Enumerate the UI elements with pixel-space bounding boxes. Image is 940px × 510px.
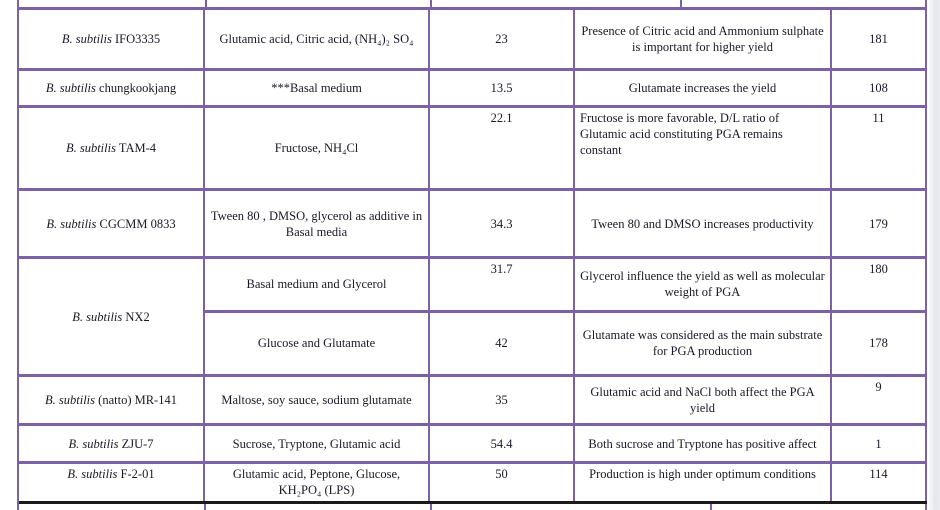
table-row-group: B. subtilis NX2 Basal medium and Glycerol… xyxy=(19,259,927,377)
yield-cell: 35 xyxy=(430,377,575,423)
yield-cell: 13.5 xyxy=(430,71,575,105)
yield-cell: 54.4 xyxy=(430,426,575,461)
table-row: B. subtilis F-2-01 Glutamic acid, Peptone… xyxy=(19,464,927,504)
partial-row-cell xyxy=(207,0,432,7)
strain-cell: B. subtilis (natto) MR-141 xyxy=(19,377,205,423)
strain-species-italic: B. subtilis xyxy=(72,309,123,324)
significance-cell: Glutamic acid and NaCl both affect the P… xyxy=(575,377,832,423)
significance-cell: Glutamate increases the yield xyxy=(575,71,832,105)
strain-table: B. subtilis IFO3335 Glutamic acid, Citric… xyxy=(17,0,927,510)
strain-species-italic: B. subtilis xyxy=(68,436,119,451)
significance-cell: Production is high under optimum conditi… xyxy=(575,464,832,501)
medium-cell: Glucose and Glutamate xyxy=(205,312,430,374)
medium-cell: Maltose, soy sauce, sodium glutamate xyxy=(205,377,430,423)
strain-cell: B. subtilis ZJU-7 xyxy=(19,426,205,461)
yield-cell: 42 xyxy=(430,312,575,374)
strain-species-italic: B. subtilis xyxy=(67,467,118,481)
reference-cell: 178 xyxy=(832,312,927,374)
page-edge-gutter xyxy=(929,0,940,510)
significance-cell: Glycerol influence the yield as well as … xyxy=(575,259,832,310)
reference-cell: 114 xyxy=(832,464,927,501)
strain-cell: B. subtilis CGCMM 0833 xyxy=(19,191,205,256)
significance-cell: Fructose is more favorable, D/L ratio of… xyxy=(575,108,832,188)
partial-row-top xyxy=(19,0,927,10)
significance-cell: Both sucrose and Tryptone has positive a… xyxy=(575,426,832,461)
strain-cell: B. subtilis TAM-4 xyxy=(19,108,205,188)
partial-row-cell xyxy=(712,504,927,510)
yield-cell: 31.7 xyxy=(430,259,575,310)
medium-cell: Glutamic acid, Citric acid, (NH₄)₂ SO₄ xyxy=(205,10,430,68)
strain-species-italic: B. subtilis xyxy=(61,32,112,46)
strain-species-italic: B. subtilis xyxy=(45,393,96,407)
table-row: B. subtilis TAM-4 Fructose, NH₄Cl 22.1 Fruc… xyxy=(19,108,927,191)
partial-row-cell xyxy=(682,0,927,7)
partial-row-cell xyxy=(432,0,682,7)
reference-cell: 180 xyxy=(832,259,927,310)
partial-row-bottom xyxy=(19,504,927,510)
medium-cell: Fructose, NH₄Cl xyxy=(205,108,430,188)
strain-name: B. subtilis (natto) MR-141 xyxy=(45,393,177,407)
reference-cell: 181 xyxy=(832,10,927,68)
strain-cell: B. subtilis NX2 xyxy=(19,259,205,374)
strain-species-italic: B. subtilis xyxy=(65,141,116,155)
table-body: B. subtilis IFO3335 Glutamic acid, Citric… xyxy=(19,10,927,504)
partial-row-cell xyxy=(432,504,712,510)
table-row: Glucose and Glutamate 42 Glutamate was con… xyxy=(205,312,927,374)
table-row: Basal medium and Glycerol 31.7 Glycerol in… xyxy=(205,259,927,313)
merged-sub-rows: Basal medium and Glycerol 31.7 Glycerol in… xyxy=(205,259,927,374)
strain-name: B. subtilis chungkookjang xyxy=(45,81,177,95)
significance-cell: Tween 80 and DMSO increases productivity xyxy=(575,191,832,256)
strain-cell: B. subtilis IFO3335 xyxy=(19,10,205,68)
reference-cell: 179 xyxy=(832,191,927,256)
reference-cell: 9 xyxy=(832,377,927,423)
yield-cell: 50 xyxy=(430,464,575,501)
significance-cell: Presence of Citric acid and Ammonium sul… xyxy=(575,10,832,68)
medium-cell: Sucrose, Tryptone, Glutamic acid xyxy=(205,426,430,461)
medium-cell: Basal medium and Glycerol xyxy=(205,259,430,310)
strain-cell: B. subtilis chungkookjang xyxy=(19,71,205,105)
table-row: B. subtilis (natto) MR-141 Maltose, soy s… xyxy=(19,377,927,426)
strain-name: B. subtilis ZJU-7 xyxy=(68,436,154,451)
strain-name: B. subtilis F-2-01 xyxy=(67,467,155,481)
medium-cell: ***Basal medium xyxy=(205,71,430,105)
reference-cell: 1 xyxy=(832,426,927,461)
table-row: B. subtilis chungkookjang ***Basal medium… xyxy=(19,71,927,108)
strain-cell: B. subtilis F-2-01 xyxy=(19,464,205,501)
reference-cell: 11 xyxy=(832,108,927,188)
partial-row-cell xyxy=(19,504,206,510)
strain-name: B. subtilis NX2 xyxy=(72,309,150,324)
strain-name: B. subtilis IFO3335 xyxy=(61,32,161,46)
table-row: B. subtilis IFO3335 Glutamic acid, Citric… xyxy=(19,10,927,71)
yield-cell: 34.3 xyxy=(430,191,575,256)
table-row: B. subtilis CGCMM 0833 Tween 80 , DMSO, g… xyxy=(19,191,927,259)
strain-name: B. subtilis TAM-4 xyxy=(65,141,157,155)
reference-cell: 108 xyxy=(832,71,927,105)
table-row: B. subtilis ZJU-7 Sucrose, Tryptone, Glut… xyxy=(19,426,927,464)
strain-species-italic: B. subtilis xyxy=(46,216,97,231)
yield-cell: 23 xyxy=(430,10,575,68)
partial-row-cell xyxy=(206,504,432,510)
medium-cell: Glutamic acid, Peptone, Glucose, KH₂PO₄ … xyxy=(205,464,430,501)
partial-row-cell xyxy=(19,0,207,7)
significance-cell: Glutamate was considered as the main sub… xyxy=(575,312,832,374)
strain-species-italic: B. subtilis xyxy=(45,81,96,95)
strain-name: B. subtilis CGCMM 0833 xyxy=(46,216,176,231)
medium-cell: Tween 80 , DMSO, glycerol as additive in… xyxy=(205,191,430,256)
yield-cell: 22.1 xyxy=(430,108,575,188)
